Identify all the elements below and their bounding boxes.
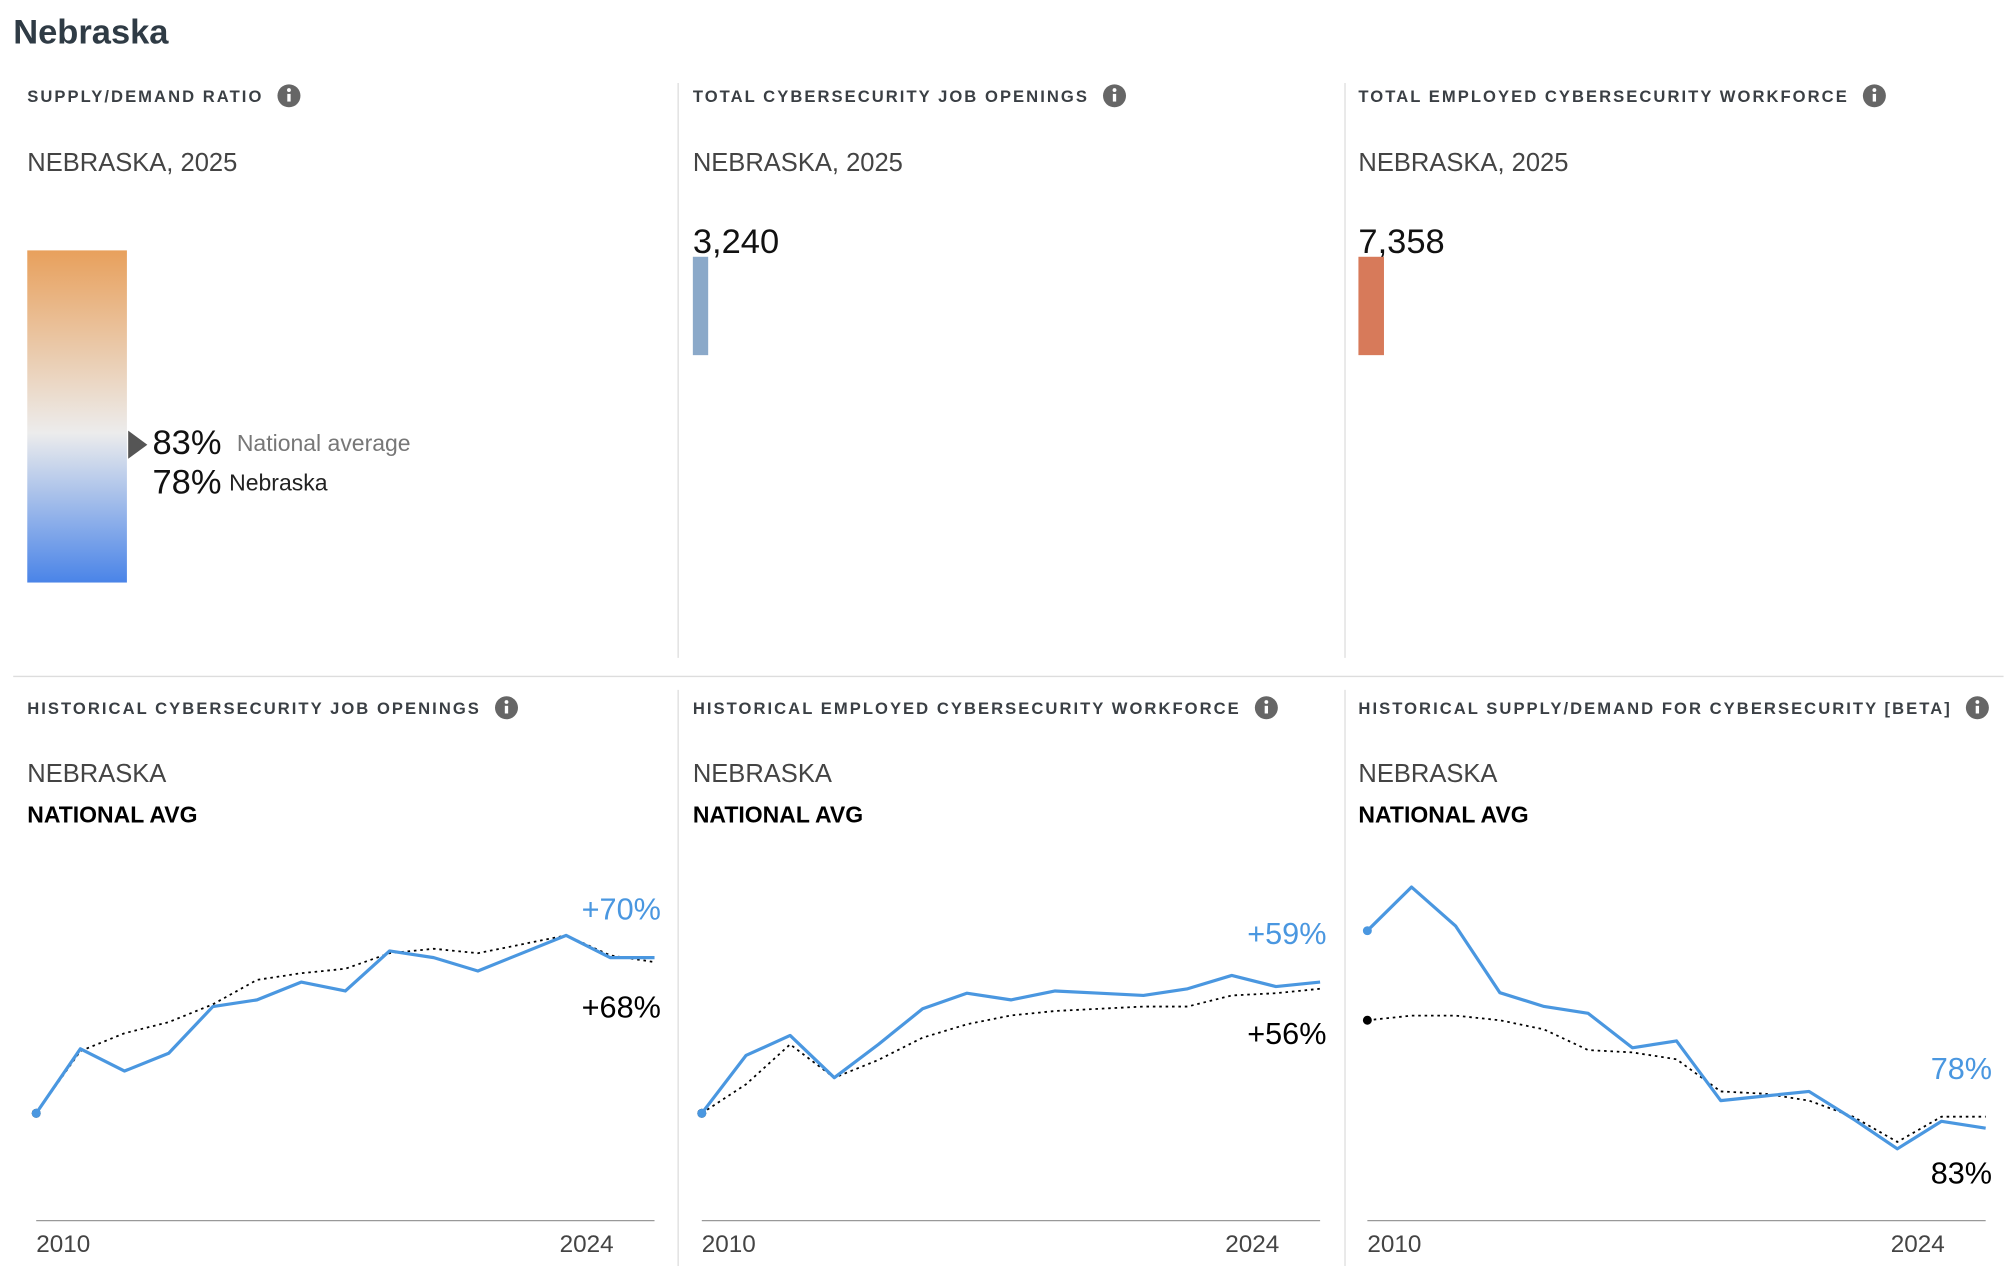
value-label: 83% (152, 424, 221, 462)
panel-title: HISTORICAL SUPPLY/DEMAND FOR CYBERSECURI… (1358, 699, 1951, 718)
panel-title: TOTAL EMPLOYED CYBERSECURITY WORKFORCE (1358, 87, 1848, 106)
legend-entry: NEBRASKA (693, 760, 832, 788)
info-icon-dot (1264, 700, 1269, 704)
start-dot (697, 1108, 707, 1118)
panel-subtitle: NEBRASKA, 2025 (1358, 149, 1568, 177)
x-tick-label: 2010 (36, 1231, 90, 1258)
info-icon-dot (1872, 88, 1877, 92)
panel-title: HISTORICAL EMPLOYED CYBERSECURITY WORKFO… (693, 699, 1241, 718)
end-label: 78% (1931, 1052, 1992, 1086)
legend-entry: NATIONAL AVG (27, 802, 197, 828)
series-line (1367, 1014, 1986, 1143)
bar (692, 256, 709, 356)
value-label: 7,358 (1358, 223, 1444, 261)
legend-label: Nebraska (229, 469, 328, 495)
value-label: 78% (152, 463, 221, 501)
end-label: +56% (1247, 1017, 1326, 1051)
info-icon-dot (1975, 700, 1980, 704)
legend-entry: NATIONAL AVG (693, 802, 863, 828)
marker (128, 430, 148, 459)
panel-subtitle: NEBRASKA, 2025 (693, 149, 903, 177)
panel-title: HISTORICAL CYBERSECURITY JOB OPENINGS (27, 699, 481, 718)
x-tick-label: 2010 (702, 1231, 756, 1258)
panel-title: TOTAL CYBERSECURITY JOB OPENINGS (693, 87, 1089, 106)
end-label: +70% (582, 893, 661, 927)
series-line (35, 934, 655, 1114)
info-icon-bar (1872, 93, 1877, 102)
info-icon-dot (287, 88, 291, 92)
x-tick-label: 2024 (1891, 1231, 1945, 1258)
end-label: 83% (1931, 1157, 1992, 1191)
series-line (1366, 885, 1986, 1151)
legend-entry: NATIONAL AVG (1358, 802, 1528, 828)
legend-label: National average (237, 430, 411, 456)
start-dot (31, 1108, 41, 1118)
info-icon-dot (1112, 88, 1117, 92)
x-tick-label: 2024 (560, 1231, 614, 1258)
panel-title: SUPPLY/DEMAND RATIO (27, 87, 263, 106)
value-label: 3,240 (693, 223, 779, 261)
info-icon-dot (504, 700, 509, 704)
x-tick-label: 2024 (1225, 1231, 1279, 1258)
legend-entry: NEBRASKA (27, 760, 166, 788)
end-label: +59% (1247, 917, 1326, 951)
info-icon-bar (1975, 705, 1980, 714)
panel-subtitle: NEBRASKA, 2025 (27, 149, 237, 177)
x-tick-label: 2010 (1367, 1231, 1421, 1258)
info-icon-bar (1112, 93, 1117, 102)
start-dot (1362, 1015, 1372, 1025)
series-line (701, 987, 1321, 1115)
info-icon-bar (287, 93, 291, 102)
page-title: Nebraska (13, 13, 169, 51)
info-icon-bar (1264, 705, 1269, 714)
legend-entry: NEBRASKA (1358, 760, 1497, 788)
series-line (34, 933, 655, 1115)
color-scale (27, 250, 127, 583)
end-label: +68% (582, 990, 661, 1024)
series-line (700, 973, 1321, 1115)
info-icon-bar (504, 705, 509, 714)
bar (1358, 256, 1384, 356)
start-dot (1362, 926, 1372, 936)
